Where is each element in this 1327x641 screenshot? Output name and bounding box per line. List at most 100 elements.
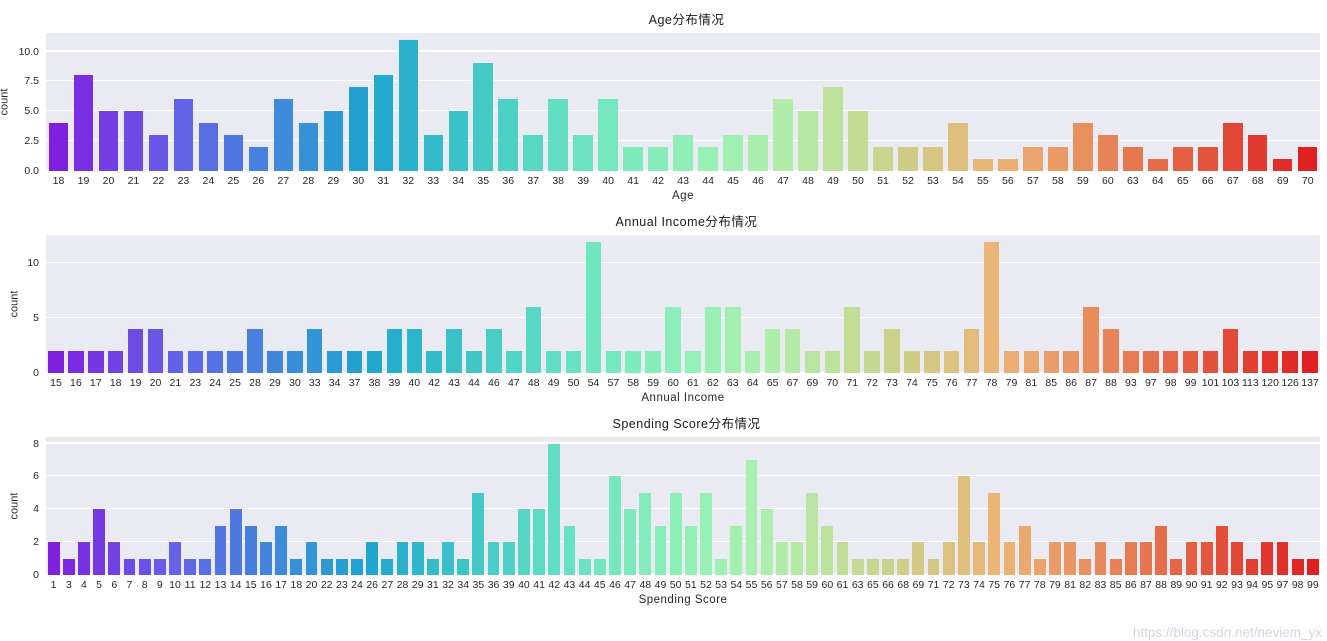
bar-slot: 59: [805, 437, 820, 591]
bar: [563, 525, 576, 575]
bar: [1282, 351, 1298, 373]
x-tick-label: 58: [1052, 175, 1064, 187]
bar-slot: 47: [623, 437, 638, 591]
bar-slot: 16: [258, 437, 273, 591]
bar-slot: 45: [721, 33, 746, 187]
x-axis-title-spending-score: Spending Score: [638, 594, 728, 606]
bar-slot: 38: [365, 235, 385, 389]
x-tick-label: 54: [952, 175, 964, 187]
bar-slot: 14: [228, 437, 243, 591]
bar-slot: 65: [763, 235, 783, 389]
x-tick-label: 18: [52, 175, 65, 187]
bar-slot: 63: [1120, 33, 1145, 187]
x-tick-label: 120: [1261, 377, 1279, 389]
bar: [923, 147, 943, 171]
bar: [654, 525, 667, 575]
x-tick-label: 71: [846, 377, 859, 389]
x-tick-label: 81: [1064, 579, 1076, 591]
bar-slot: 75: [987, 437, 1002, 591]
bar-slot: 47: [504, 235, 524, 389]
bar-slot: 57: [1020, 33, 1045, 187]
x-tick-label: 82: [1079, 579, 1092, 591]
x-tick-label: 12: [199, 579, 212, 591]
bar: [423, 135, 443, 171]
bar-slot: 20: [96, 33, 121, 187]
bar-slot: 23: [171, 33, 196, 187]
bar: [942, 542, 955, 575]
bar-slot: 43: [562, 437, 577, 591]
bar-slot: 51: [683, 437, 698, 591]
bar-slot: 17: [86, 235, 106, 389]
bar-slot: 54: [945, 33, 970, 187]
x-tick-label: 64: [746, 377, 759, 389]
x-tick-label: 13: [214, 579, 227, 591]
bar-slot: 19: [71, 33, 96, 187]
x-tick-label: 44: [468, 377, 480, 389]
x-tick-label: 35: [477, 175, 490, 187]
x-tick-label: 24: [351, 579, 363, 591]
x-tick-label: 53: [715, 579, 727, 591]
bar: [745, 460, 758, 575]
bar-slot: 34: [325, 235, 345, 389]
bar-slot: 28: [245, 235, 265, 389]
bar-slot: 26: [246, 33, 271, 187]
bar: [1079, 558, 1092, 575]
bar-slot: 76: [1002, 437, 1017, 591]
bar: [466, 351, 482, 373]
chart-title-annual-income: Annual Income分布情况: [615, 215, 758, 229]
x-tick-label: 60: [667, 377, 679, 389]
bar: [823, 87, 843, 171]
x-tick-label: 23: [336, 579, 348, 591]
bar-slot: 55: [744, 437, 759, 591]
x-tick-label: 27: [381, 579, 394, 591]
bar: [93, 509, 106, 575]
bar: [897, 558, 910, 575]
bar: [898, 147, 918, 171]
x-tick-label: 126: [1281, 377, 1299, 389]
bar: [1063, 351, 1079, 373]
bar-slot: 99: [1181, 235, 1201, 389]
bar: [381, 558, 394, 575]
x-tick-label: 78: [1033, 579, 1046, 591]
x-tick-label: 64: [1151, 175, 1164, 187]
bar: [924, 351, 940, 373]
x-tick-label: 89: [1170, 579, 1183, 591]
bar-slot: 35: [471, 437, 486, 591]
y-tick-label: 0.0: [24, 165, 39, 177]
bar-slot: 120: [1260, 235, 1280, 389]
bar: [48, 351, 64, 373]
bar-slot: 58: [1045, 33, 1070, 187]
x-tick-label: 55: [977, 175, 989, 187]
x-tick-label: 44: [578, 579, 591, 591]
bar: [123, 558, 136, 575]
bar-slot: 20: [146, 235, 166, 389]
bar-slot: 73: [956, 437, 971, 591]
x-tick-label: 40: [408, 377, 421, 389]
x-tick-label: 61: [836, 579, 849, 591]
bar-slot: 74: [971, 437, 986, 591]
bar-slot: 7: [122, 437, 137, 591]
x-tick-label: 86: [1065, 377, 1078, 389]
bar: [1003, 542, 1016, 575]
bar-slot: 68: [1245, 33, 1270, 187]
bar-slot: 85: [1108, 437, 1123, 591]
bar-slot: 30: [346, 33, 371, 187]
bar: [498, 99, 518, 171]
bar: [665, 307, 681, 373]
x-tick-label: 49: [654, 579, 667, 591]
x-tick-label: 83: [1094, 579, 1107, 591]
bar: [386, 329, 403, 373]
x-tick-label: 38: [552, 175, 565, 187]
bar-slot: 79: [1047, 437, 1062, 591]
bar: [1023, 351, 1040, 373]
x-tick-label: 28: [396, 579, 409, 591]
bar: [1248, 135, 1268, 171]
x-tick-label: 43: [677, 175, 689, 187]
x-tick-label: 4: [81, 579, 87, 591]
x-tick-label: 60: [1101, 175, 1114, 187]
x-tick-label: 61: [687, 377, 699, 389]
bar-slot: 78: [1032, 437, 1047, 591]
bar: [669, 492, 682, 575]
x-tick-label: 58: [627, 377, 640, 389]
